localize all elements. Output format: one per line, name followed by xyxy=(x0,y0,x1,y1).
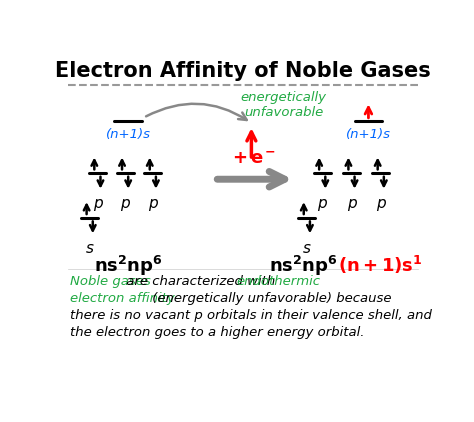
Text: p: p xyxy=(318,196,327,211)
Text: are characterized with: are characterized with xyxy=(122,276,280,289)
Text: Noble gases: Noble gases xyxy=(70,276,150,289)
Text: s: s xyxy=(303,241,311,256)
Text: p: p xyxy=(148,196,158,211)
Text: there is no vacant p orbitals in their valence shell, and: there is no vacant p orbitals in their v… xyxy=(70,309,431,322)
Text: energetically
unfavorable: energetically unfavorable xyxy=(241,91,327,119)
Text: $\mathbf{(n+1)s^1}$: $\mathbf{(n+1)s^1}$ xyxy=(337,254,422,276)
Text: p: p xyxy=(376,196,385,211)
Text: s: s xyxy=(86,241,94,256)
Text: p: p xyxy=(120,196,130,211)
Text: (n+1)s: (n+1)s xyxy=(346,127,391,141)
Text: $\mathbf{ns^2np^6}$: $\mathbf{ns^2np^6}$ xyxy=(94,254,163,278)
Text: p: p xyxy=(346,196,356,211)
Text: electron affinity: electron affinity xyxy=(70,292,174,306)
Text: the electron goes to a higher energy orbital.: the electron goes to a higher energy orb… xyxy=(70,326,364,339)
Text: endothermic: endothermic xyxy=(236,276,320,289)
Text: p: p xyxy=(92,196,102,211)
Text: Electron Affinity of Noble Gases: Electron Affinity of Noble Gases xyxy=(55,62,431,81)
Text: (energetically unfavorable) because: (energetically unfavorable) because xyxy=(148,292,392,306)
Text: (n+1)s: (n+1)s xyxy=(106,127,151,141)
Text: $\bf{+\,e^-}$: $\bf{+\,e^-}$ xyxy=(232,150,276,168)
Text: $\mathbf{ns^2np^6}$: $\mathbf{ns^2np^6}$ xyxy=(269,254,337,278)
